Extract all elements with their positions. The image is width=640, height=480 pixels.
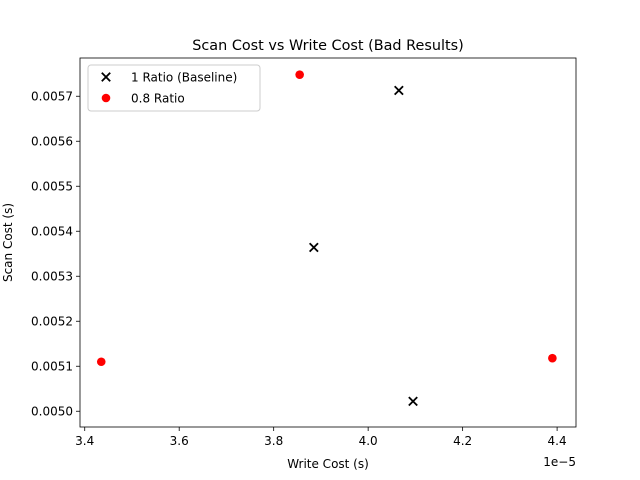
x-axis: 3.4 3.6 3.8 4.0 4.2 4.4	[75, 427, 567, 448]
y-tick-label: 0.0056	[31, 135, 73, 149]
y-axis: 0.0050 0.0051 0.0052 0.0053 0.0054 0.0055 0.00…	[31, 90, 80, 419]
x-axis-offset-text: 1e−5	[543, 455, 576, 469]
legend-marker	[101, 72, 111, 82]
y-axis-label: Scan Cost (s)	[1, 203, 15, 282]
plot-area-frame	[79, 57, 577, 428]
x-tick-label: 4.2	[453, 434, 472, 448]
legend-label: 0.8 Ratio	[131, 91, 185, 105]
x-tick-label: 4.0	[359, 434, 378, 448]
legend-marker	[101, 93, 111, 103]
ratio-0-8-point	[96, 357, 106, 367]
x-tick-label: 3.6	[170, 434, 189, 448]
x-tick-label: 3.4	[75, 434, 94, 448]
y-tick-label: 0.0052	[31, 315, 73, 329]
y-tick-label: 0.0054	[31, 225, 73, 239]
legend-box	[87, 64, 261, 112]
x-tick-label: 3.8	[264, 434, 283, 448]
y-tick-label: 0.0053	[31, 270, 73, 284]
ratio-0-8-point	[548, 353, 557, 363]
baseline-point	[408, 396, 418, 407]
y-tick-label: 0.0055	[31, 180, 73, 194]
y-tick-label: 0.0057	[31, 90, 73, 104]
ratio-0-8-point	[295, 70, 304, 79]
x-axis-label: Write Cost (s)	[287, 457, 369, 471]
baseline-point	[308, 242, 319, 253]
legend-entries: 1 Ratio (Baseline) 0.8 Ratio	[101, 70, 237, 105]
legend: 1 Ratio (Baseline) 0.8 Ratio	[87, 64, 261, 112]
x-tick-label: 4.4	[548, 434, 567, 448]
y-tick-label: 0.0050	[31, 405, 73, 419]
data-points	[96, 70, 557, 407]
legend-label: 1 Ratio (Baseline)	[131, 70, 237, 84]
chart-title: Scan Cost vs Write Cost (Bad Results)	[192, 38, 463, 54]
y-tick-label: 0.0051	[31, 360, 73, 374]
baseline-point	[394, 85, 404, 96]
